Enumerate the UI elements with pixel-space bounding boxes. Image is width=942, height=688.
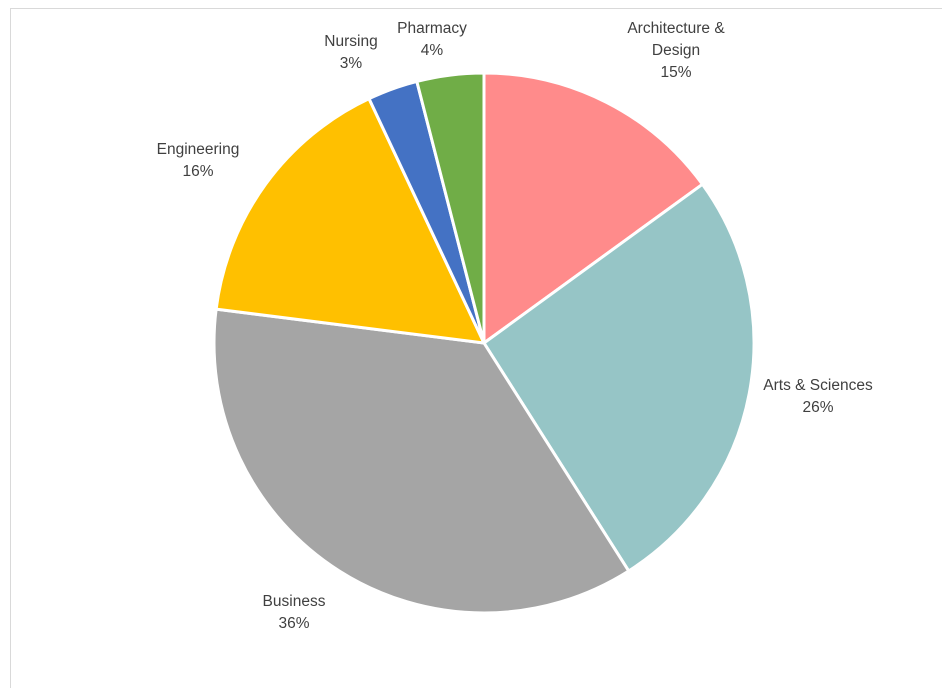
data-label-category: Business	[263, 593, 326, 610]
pie-slices	[212, 71, 756, 615]
data-label-category: Engineering	[157, 141, 240, 158]
pie-slice-pharmacy	[415, 71, 486, 345]
data-label-value: 26%	[802, 399, 833, 416]
pie-slice-engineering	[214, 97, 486, 345]
data-label-category: Architecture &	[627, 20, 725, 37]
data-label-value: 4%	[421, 42, 444, 59]
data-label-value: 16%	[182, 163, 213, 180]
data-label-engineering: Engineering 16%	[157, 141, 240, 180]
pie-chart: Architecture & Design 15% Arts & Sciences 26…	[157, 20, 873, 632]
chart-area	[10, 8, 942, 688]
data-label-business: Business 36%	[263, 593, 326, 632]
data-label-value: 3%	[340, 55, 363, 72]
data-label-category: Pharmacy	[397, 20, 467, 37]
data-label-category: Arts & Sciences	[763, 377, 873, 394]
pie-slice-business	[212, 307, 631, 615]
data-label-value: 15%	[660, 64, 691, 81]
data-label-arts-and-sciences: Arts & Sciences 26%	[763, 377, 873, 416]
pie-slice-architecture-and-design	[482, 71, 704, 345]
pie-labels: Architecture & Design 15% Arts & Sciences 26…	[157, 20, 873, 632]
data-label-value: 36%	[278, 615, 309, 632]
data-label-category: Nursing	[324, 33, 377, 50]
data-label-category: Design	[652, 42, 700, 59]
pie-slice-arts-and-sciences	[482, 182, 756, 573]
data-label-architecture-and-design: Architecture & Design 15%	[627, 20, 725, 81]
data-label-pharmacy: Pharmacy 4%	[397, 20, 467, 59]
data-label-nursing: Nursing 3%	[324, 33, 377, 72]
